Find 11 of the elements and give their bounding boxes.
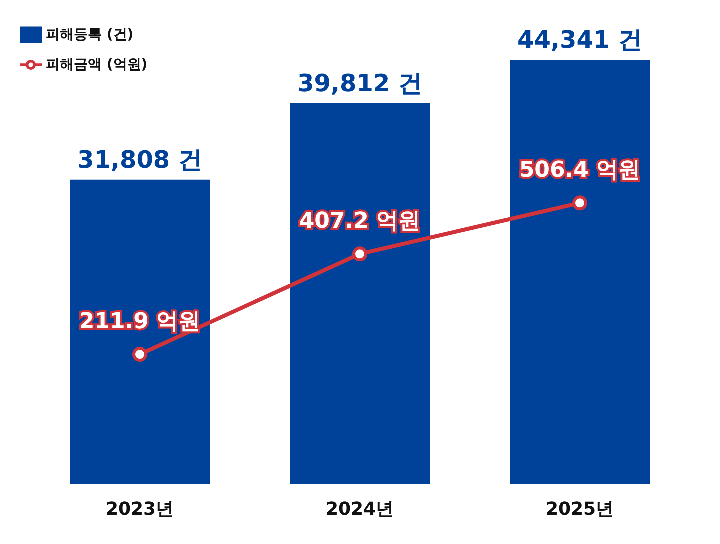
data-label: 407.2 억원 xyxy=(299,209,421,234)
data-label: 211.9 억원 xyxy=(79,310,201,335)
data-label: 39,812 건 xyxy=(298,69,422,98)
x-tick-label: 2023년 xyxy=(106,498,174,520)
data-label: 44,341 건 xyxy=(518,26,642,54)
data-label: 506.4 억원 xyxy=(519,158,641,184)
legend-label: 피해금액 (억원) xyxy=(46,57,148,73)
x-tick-label: 2024년 xyxy=(326,498,394,520)
data-label: 31,808 건 xyxy=(78,146,202,174)
x-tick-label: 2025년 xyxy=(546,498,614,520)
legend-label: 피해등록 (건) xyxy=(46,27,134,43)
